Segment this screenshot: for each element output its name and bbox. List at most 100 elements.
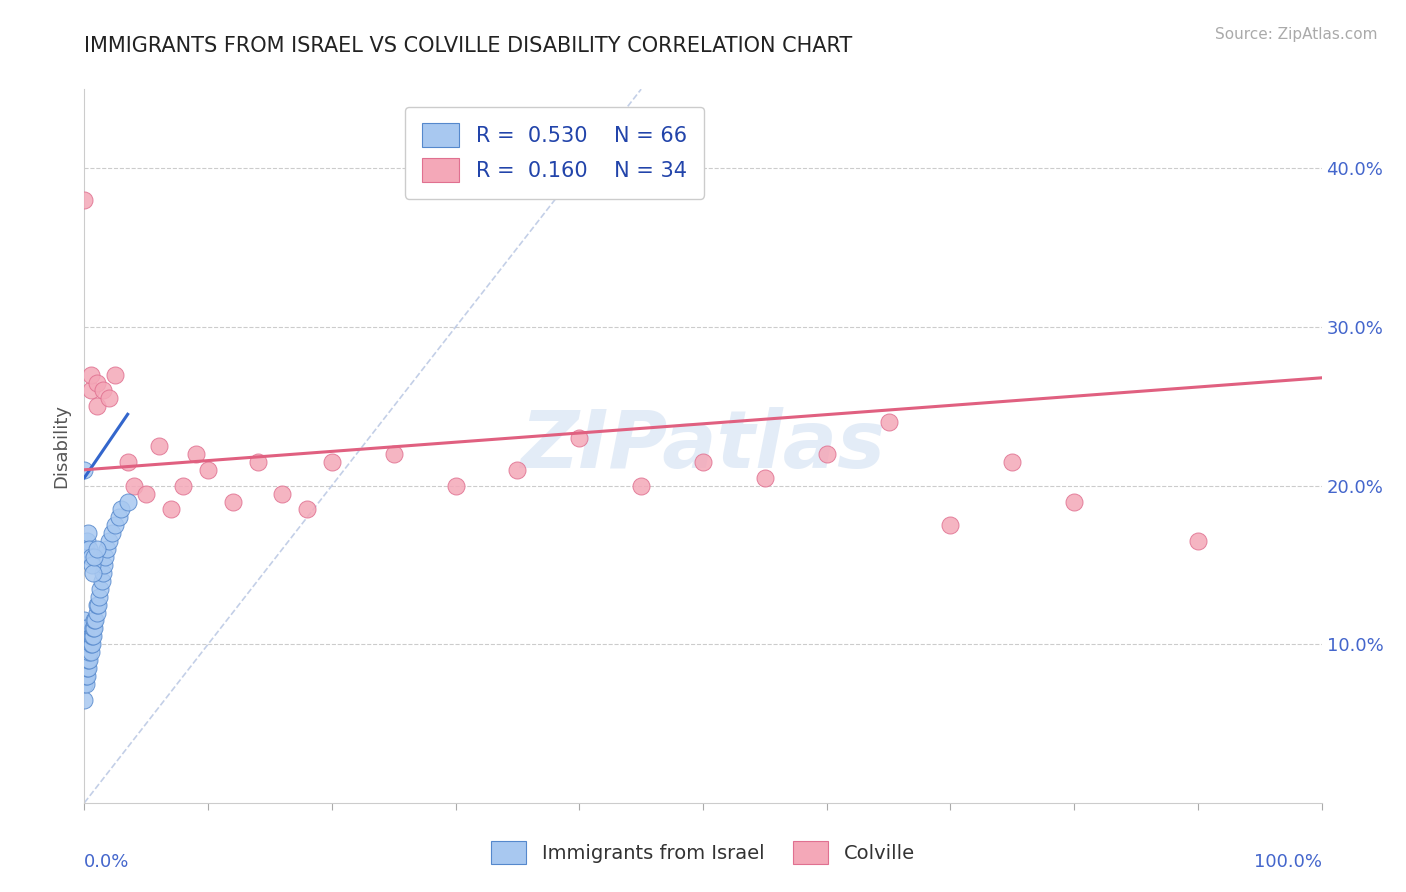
Point <box>73 637 96 651</box>
Text: 100.0%: 100.0% <box>1254 853 1322 871</box>
Point <box>87 598 110 612</box>
Point <box>76 653 98 667</box>
Point <box>79 549 101 564</box>
Point <box>110 502 132 516</box>
Point <box>86 542 108 557</box>
Point <box>75 677 97 691</box>
Point <box>84 614 107 628</box>
Point <box>160 502 183 516</box>
Point <box>73 621 96 635</box>
Point <box>73 677 96 691</box>
Y-axis label: Disability: Disability <box>52 404 70 488</box>
Point <box>86 400 108 414</box>
Point <box>75 653 97 667</box>
Legend: Immigrants from Israel, Colville: Immigrants from Israel, Colville <box>481 831 925 873</box>
Point <box>197 463 219 477</box>
Point <box>73 629 96 643</box>
Point <box>76 534 98 549</box>
Point <box>75 661 97 675</box>
Point <box>79 542 101 557</box>
Point <box>79 629 101 643</box>
Point <box>104 368 127 382</box>
Point <box>90 574 112 588</box>
Point <box>382 447 405 461</box>
Point <box>82 566 104 580</box>
Point <box>506 463 529 477</box>
Point <box>79 384 101 398</box>
Point <box>877 415 900 429</box>
Point <box>80 629 103 643</box>
Point <box>630 478 652 492</box>
Point <box>76 637 98 651</box>
Point <box>104 518 127 533</box>
Point <box>73 645 96 659</box>
Point <box>77 653 100 667</box>
Point <box>79 368 101 382</box>
Point <box>184 447 207 461</box>
Point <box>939 518 962 533</box>
Point <box>75 621 97 635</box>
Point <box>91 566 114 580</box>
Point <box>76 661 98 675</box>
Point <box>1001 455 1024 469</box>
Point <box>73 669 96 683</box>
Point <box>444 478 467 492</box>
Point <box>83 614 105 628</box>
Point <box>83 621 105 635</box>
Point <box>86 606 108 620</box>
Point <box>94 549 117 564</box>
Point <box>77 526 100 541</box>
Point <box>77 661 100 675</box>
Point <box>75 629 97 643</box>
Point <box>815 447 838 461</box>
Point <box>86 598 108 612</box>
Point <box>75 637 97 651</box>
Point <box>76 669 98 683</box>
Point <box>79 645 101 659</box>
Point <box>93 558 115 572</box>
Point <box>100 526 122 541</box>
Point <box>222 494 245 508</box>
Point <box>117 455 139 469</box>
Point <box>82 621 104 635</box>
Point <box>77 645 100 659</box>
Point <box>108 510 131 524</box>
Point <box>79 637 101 651</box>
Point <box>73 614 96 628</box>
Text: ZIPatlas: ZIPatlas <box>520 407 886 485</box>
Point <box>89 590 111 604</box>
Text: IMMIGRANTS FROM ISRAEL VS COLVILLE DISABILITY CORRELATION CHART: IMMIGRANTS FROM ISRAEL VS COLVILLE DISAB… <box>84 36 852 55</box>
Point <box>79 645 101 659</box>
Point <box>73 193 96 207</box>
Point <box>73 661 96 675</box>
Point <box>91 384 114 398</box>
Point <box>75 645 97 659</box>
Point <box>246 455 269 469</box>
Point <box>80 558 103 572</box>
Point <box>122 478 145 492</box>
Point <box>117 494 139 508</box>
Point <box>73 653 96 667</box>
Point <box>82 629 104 643</box>
Point <box>80 637 103 651</box>
Point <box>692 455 714 469</box>
Point <box>148 439 170 453</box>
Point <box>73 692 96 706</box>
Point <box>79 653 101 667</box>
Text: Source: ZipAtlas.com: Source: ZipAtlas.com <box>1215 27 1378 42</box>
Point <box>73 463 96 477</box>
Point <box>135 486 157 500</box>
Point <box>271 486 294 500</box>
Point <box>75 669 97 683</box>
Point <box>98 392 121 406</box>
Point <box>172 478 194 492</box>
Point <box>754 471 776 485</box>
Point <box>77 637 100 651</box>
Point <box>83 549 105 564</box>
Point <box>1063 494 1085 508</box>
Point <box>321 455 343 469</box>
Point <box>76 645 98 659</box>
Point <box>295 502 318 516</box>
Point <box>89 582 111 596</box>
Point <box>96 542 118 557</box>
